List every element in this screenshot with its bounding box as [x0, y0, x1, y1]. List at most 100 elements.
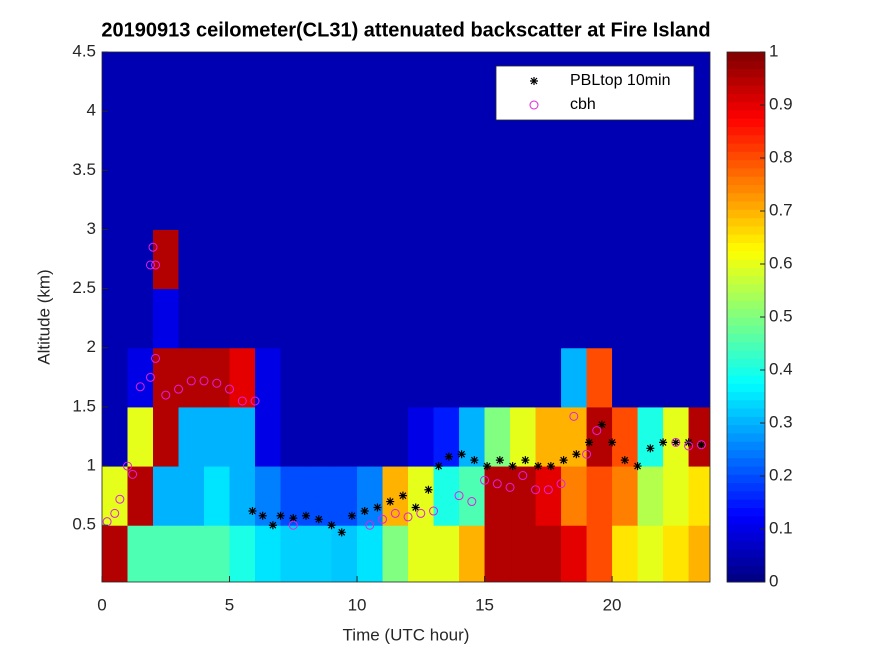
- heatmap-cell: [357, 111, 384, 171]
- heatmap-cell: [178, 466, 205, 526]
- pbl-point: [457, 450, 466, 459]
- colorbar-swatch: [727, 374, 765, 384]
- heatmap-cell: [561, 288, 588, 349]
- cbh-point: [582, 449, 592, 459]
- y-tick-label: 1: [87, 456, 96, 475]
- colorbar-tick-label: 1: [769, 41, 778, 60]
- colorbar-swatch: [727, 300, 765, 310]
- heatmap-cell: [331, 347, 358, 408]
- heatmap-cell: [408, 52, 435, 112]
- heatmap-cell: [688, 347, 710, 408]
- heatmap-cell: [433, 288, 460, 349]
- heatmap-cell: [255, 347, 282, 408]
- pbl-point: [620, 456, 629, 465]
- cbh-point: [684, 441, 694, 451]
- cbh-point: [518, 471, 528, 481]
- heatmap-cell: [204, 347, 231, 408]
- x-tick-label: 20: [603, 595, 622, 614]
- overlay: [102, 242, 706, 537]
- heatmap-cell: [561, 406, 588, 467]
- colorbar-swatch: [727, 507, 765, 517]
- heatmap-cell: [510, 466, 537, 526]
- heatmap-cell: [255, 111, 282, 171]
- cbh-point: [161, 390, 171, 400]
- colorbar-swatch: [727, 118, 765, 128]
- colorbar-swatch: [727, 126, 765, 136]
- heatmap-cell: [612, 525, 639, 582]
- heatmap-cell: [535, 288, 562, 349]
- pbl-point: [424, 485, 433, 494]
- cbh-point: [454, 491, 464, 501]
- heatmap-cell: [178, 170, 205, 230]
- pbl-point: [373, 503, 382, 512]
- heatmap-cell: [331, 170, 358, 230]
- heatmap-cell: [331, 406, 358, 467]
- colorbar-swatch: [727, 283, 765, 293]
- colorbar-swatch: [727, 565, 765, 575]
- heatmap-cell: [561, 466, 588, 526]
- heatmap-cell: [255, 229, 282, 290]
- colorbar-swatch: [727, 408, 765, 417]
- pbl-point: [276, 511, 285, 520]
- heatmap-cell: [153, 288, 180, 349]
- heatmap-cell: [688, 111, 710, 171]
- heatmap-cell: [688, 288, 710, 349]
- heatmap-cell: [586, 229, 613, 290]
- heatmap-cell: [663, 111, 690, 171]
- heatmap-cell: [535, 347, 562, 408]
- heatmap-cell: [561, 229, 588, 290]
- heatmap-cell: [688, 406, 710, 467]
- cbh-point: [174, 384, 184, 394]
- heatmap-cell: [178, 52, 205, 112]
- cbh-point: [225, 384, 235, 394]
- heatmap-cell: [204, 288, 231, 349]
- cbh-point: [135, 382, 145, 392]
- heatmap-cell: [280, 52, 307, 112]
- cbh-point: [123, 461, 133, 471]
- cbh-point: [151, 353, 161, 363]
- heatmap-cell: [637, 288, 664, 349]
- heatmap-cell: [510, 170, 537, 230]
- heatmap-cell: [459, 111, 486, 171]
- pbl-point: [646, 444, 655, 453]
- colorbar-swatch: [727, 317, 765, 326]
- heatmap-cell: [178, 229, 205, 290]
- colorbar-swatch: [727, 292, 765, 301]
- heatmap-cell: [178, 347, 205, 408]
- x-tick-label: 0: [97, 595, 106, 614]
- heatmap-cell: [127, 229, 154, 290]
- heatmap-cell: [357, 52, 384, 112]
- colorbar-tick-label: 0.5: [769, 306, 793, 325]
- colorbar-swatch: [727, 449, 765, 459]
- colorbar-swatch: [727, 225, 765, 235]
- heatmap-cell: [535, 229, 562, 290]
- y-tick-label: 4.5: [72, 41, 96, 60]
- cbh-point: [429, 506, 439, 516]
- heatmap-cell: [204, 466, 231, 526]
- colorbar-swatch: [727, 60, 765, 70]
- heatmap-cell: [612, 288, 639, 349]
- pbl-point: [559, 456, 568, 465]
- chart-title: 20190913 ceilometer(CL31) attenuated bac…: [101, 19, 710, 41]
- colorbar-swatch: [727, 383, 765, 393]
- heatmap-cell: [637, 170, 664, 230]
- heatmap-cell: [688, 170, 710, 230]
- heatmap-cell: [178, 525, 205, 582]
- legend-box: [495, 65, 695, 121]
- pbl-point: [585, 438, 594, 447]
- heatmap-cell: [510, 525, 537, 582]
- heatmap-cell: [127, 406, 154, 467]
- cbh-point: [145, 372, 155, 382]
- heatmap-cell: [688, 525, 710, 582]
- heatmap-cell: [255, 288, 282, 349]
- heatmap-cell: [408, 170, 435, 230]
- colorbar-tick-label: 0.1: [769, 518, 793, 537]
- heatmap-cell: [280, 288, 307, 349]
- heatmap-cell: [306, 288, 333, 349]
- heatmap-cell: [306, 406, 333, 467]
- colorbar-swatch: [727, 499, 765, 508]
- colorbar-swatch: [727, 308, 765, 318]
- colorbar-tick-label: 0.9: [769, 94, 793, 113]
- colorbar-tick-label: 0.6: [769, 253, 793, 272]
- heatmap-cell: [255, 406, 282, 467]
